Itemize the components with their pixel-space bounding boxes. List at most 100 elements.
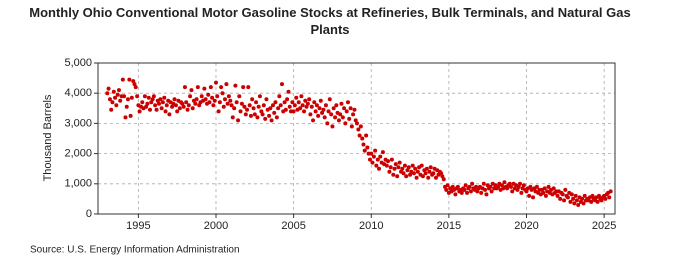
- data-point: [339, 101, 344, 106]
- data-point: [365, 145, 370, 150]
- data-point: [150, 97, 155, 102]
- data-point: [488, 184, 493, 189]
- data-point: [483, 187, 488, 192]
- data-point: [395, 174, 400, 179]
- data-point: [269, 118, 274, 123]
- data-point: [603, 196, 608, 201]
- data-point: [245, 107, 250, 112]
- data-point: [410, 163, 415, 168]
- data-point: [304, 104, 309, 109]
- data-point: [228, 98, 233, 103]
- data-point: [180, 101, 185, 106]
- data-point: [137, 109, 142, 114]
- data-point: [132, 82, 137, 87]
- data-point: [560, 192, 565, 197]
- data-point: [326, 109, 331, 114]
- data-point: [374, 163, 379, 168]
- data-point: [207, 100, 212, 105]
- data-point: [149, 100, 154, 105]
- data-point: [290, 100, 295, 105]
- data-point: [189, 88, 194, 93]
- data-point: [484, 192, 489, 197]
- data-point: [146, 95, 151, 100]
- data-point: [507, 181, 512, 186]
- data-point: [510, 189, 515, 194]
- data-point: [309, 104, 314, 109]
- data-point: [388, 165, 393, 170]
- data-point: [396, 165, 401, 170]
- data-point: [294, 95, 299, 100]
- data-point: [259, 109, 264, 114]
- data-point: [172, 97, 177, 102]
- data-point: [569, 192, 574, 197]
- data-point: [230, 115, 235, 120]
- data-point: [186, 103, 191, 108]
- data-point: [462, 187, 467, 192]
- data-point: [144, 104, 149, 109]
- data-point: [351, 112, 356, 117]
- data-point: [589, 199, 594, 204]
- data-point: [568, 199, 573, 204]
- data-point: [113, 95, 118, 100]
- data-point: [590, 193, 595, 198]
- data-point: [574, 198, 579, 203]
- data-point: [151, 94, 156, 99]
- data-point: [219, 85, 224, 90]
- data-point: [159, 106, 164, 111]
- data-point: [580, 196, 585, 201]
- data-point: [263, 116, 268, 121]
- data-point: [212, 98, 217, 103]
- data-point: [177, 106, 182, 111]
- data-point: [110, 100, 115, 105]
- data-point: [305, 101, 310, 106]
- data-point: [415, 169, 420, 174]
- data-point: [252, 112, 257, 117]
- data-point: [542, 186, 547, 191]
- data-point: [515, 187, 520, 192]
- data-point: [336, 118, 341, 123]
- data-point: [322, 115, 327, 120]
- data-point: [444, 187, 449, 192]
- data-point: [358, 124, 363, 129]
- data-point: [154, 107, 159, 112]
- data-point: [287, 104, 292, 109]
- data-point: [401, 171, 406, 176]
- data-point: [203, 97, 208, 102]
- data-point: [420, 174, 425, 179]
- data-point: [534, 184, 539, 189]
- y-tick-label: 4,000: [64, 87, 92, 99]
- data-point: [133, 85, 138, 90]
- data-point: [413, 166, 418, 171]
- data-point: [123, 115, 128, 120]
- x-tick-label: 2020: [514, 220, 538, 232]
- data-point: [558, 196, 563, 201]
- data-point: [234, 100, 239, 105]
- data-point: [369, 151, 374, 156]
- data-point: [440, 174, 445, 179]
- data-point: [370, 160, 375, 165]
- data-point: [302, 109, 307, 114]
- data-point: [555, 193, 560, 198]
- data-point: [387, 169, 392, 174]
- x-tick-label: 2025: [592, 220, 616, 232]
- data-point: [342, 106, 347, 111]
- data-point: [298, 106, 303, 111]
- data-point: [321, 107, 326, 112]
- data-point: [135, 94, 140, 99]
- data-point: [300, 103, 305, 108]
- data-point: [286, 89, 291, 94]
- data-point: [109, 107, 114, 112]
- data-point: [255, 115, 260, 120]
- data-point: [576, 202, 581, 207]
- data-point: [408, 172, 413, 177]
- data-point: [233, 83, 238, 88]
- data-point: [236, 118, 241, 123]
- data-point: [371, 154, 376, 159]
- data-point: [312, 100, 317, 105]
- data-point: [311, 118, 316, 123]
- data-point: [247, 103, 252, 108]
- data-point: [468, 189, 473, 194]
- data-point: [423, 171, 428, 176]
- data-point: [279, 82, 284, 87]
